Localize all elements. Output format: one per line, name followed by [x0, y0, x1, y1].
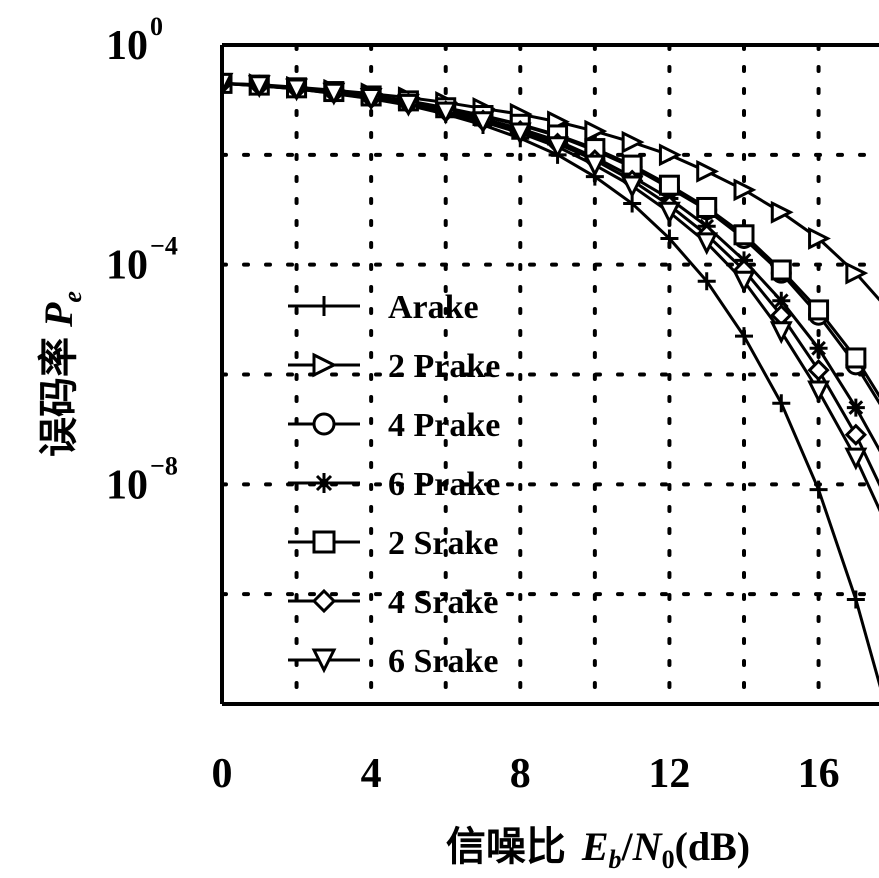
y-tick-label: 10 [106, 23, 148, 69]
y-tick-exponent: −4 [150, 232, 178, 261]
marker-square [696, 196, 718, 218]
x-tick-label: 8 [510, 751, 531, 797]
marker-triangle-right [845, 261, 869, 285]
marker-star-core [319, 478, 329, 488]
legend-entry: 6 Srake [288, 643, 499, 680]
legend-entry: 6 Prake [288, 466, 500, 503]
marker-square [845, 347, 867, 369]
legend-label: 4 Srake [388, 584, 499, 621]
marker-square [770, 259, 792, 281]
x-tick-label: 4 [361, 751, 382, 797]
y-tick-label: 10 [106, 243, 148, 289]
marker-diamond [807, 359, 830, 382]
marker-plus [772, 394, 791, 413]
marker-circle [312, 412, 336, 436]
series-2-prake [222, 73, 879, 302]
legend-label: 4 Prake [388, 407, 500, 444]
axes [220, 43, 879, 706]
marker-triangle-down [546, 136, 569, 160]
marker-triangle-right [808, 227, 831, 250]
marker-triangle-right [770, 200, 794, 224]
x-tick-label: 12 [648, 751, 690, 797]
marker-plus [809, 480, 828, 499]
marker-triangle-down [471, 111, 495, 135]
x-axis-label-n: N [632, 824, 664, 869]
x-axis-label-unit: (dB) [675, 824, 751, 869]
marker-plus [846, 590, 865, 609]
marker-triangle-down [222, 72, 234, 96]
x-axis-label-e: E [581, 824, 609, 869]
marker-triangle-down [508, 122, 532, 146]
series-4-prake [222, 72, 879, 406]
legend-label: 6 Prake [388, 466, 500, 503]
marker-triangle-down [285, 78, 308, 102]
y-tick-base: 10 [106, 23, 148, 69]
marker-triangle-right [621, 130, 645, 154]
x-axis-label: 信噪比 Eb/N0(dB) [446, 824, 750, 874]
marker-plus [697, 272, 716, 291]
marker-star-core [851, 403, 860, 412]
x-axis-label-b: b [609, 845, 622, 874]
legend-entry: 4 Srake [288, 584, 499, 621]
marker-triangle-down [695, 232, 719, 256]
legend-entry: 2 Prake [288, 348, 500, 385]
marker-star-core [814, 344, 823, 353]
y-tick-base: 10 [106, 243, 148, 289]
marker-plus [660, 229, 679, 248]
marker-triangle-right [584, 119, 608, 143]
marker-plus [735, 327, 753, 346]
marker-triangle-down [397, 93, 420, 117]
y-axis-label-text: 误码率 [36, 337, 81, 457]
y-axis-label: 误码率 Pe [36, 291, 87, 457]
y-tick-base: 10 [106, 462, 148, 508]
marker-diamond [311, 588, 337, 614]
x-axis-label-text: 信噪比 [446, 824, 566, 869]
marker-triangle-down [844, 447, 868, 471]
marker-triangle-down [434, 101, 458, 125]
x-tick-label: 16 [798, 751, 840, 797]
marker-plus [314, 296, 334, 316]
marker-triangle-right [658, 143, 682, 167]
x-axis-label-zero: 0 [662, 845, 675, 874]
marker-triangle-right [696, 159, 720, 183]
legend-label: 6 Srake [388, 643, 499, 680]
legend-label: 2 Prake [388, 348, 500, 385]
series-layer [222, 72, 879, 688]
marker-star-core [777, 296, 786, 305]
marker-triangle-down [620, 175, 644, 199]
marker-triangle-down [658, 201, 681, 225]
legend: Arake 2 Prake 4 Prake 6 Prake 2 Srake 4 Srake… [288, 289, 500, 680]
legend-label: Arake [388, 289, 479, 326]
marker-triangle-down [732, 270, 756, 294]
y-tick-exponent: −8 [150, 451, 178, 480]
marker-square [808, 299, 830, 321]
marker-diamond [844, 423, 867, 446]
marker-triangle-down [583, 154, 607, 178]
marker-triangle-down [769, 321, 793, 345]
series-6-srake [222, 72, 879, 513]
x-axis-label-slash: / [621, 824, 634, 869]
marker-triangle-down [247, 75, 271, 99]
legend-entry: 2 Srake [288, 525, 499, 562]
y-axis-label-p: P [36, 302, 81, 328]
marker-square [733, 224, 755, 246]
x-tick-label: 0 [212, 751, 233, 797]
marker-triangle-down [359, 88, 383, 111]
marker-triangle-down [807, 380, 830, 404]
marker-triangle-right [733, 178, 757, 202]
marker-square [658, 174, 680, 196]
marker-triangle-down [311, 648, 337, 674]
legend-label: 2 Srake [388, 525, 499, 562]
marker-square [312, 530, 336, 554]
marker-triangle-down [322, 82, 346, 106]
legend-entry: 4 Prake [288, 407, 500, 444]
y-tick-exponent: 0 [150, 12, 163, 41]
marker-triangle-right [312, 352, 338, 378]
y-axis-label-e: e [58, 291, 87, 303]
y-tick-label: 10 [106, 462, 148, 508]
series-arake [222, 74, 879, 688]
legend-entry: Arake [288, 289, 479, 326]
